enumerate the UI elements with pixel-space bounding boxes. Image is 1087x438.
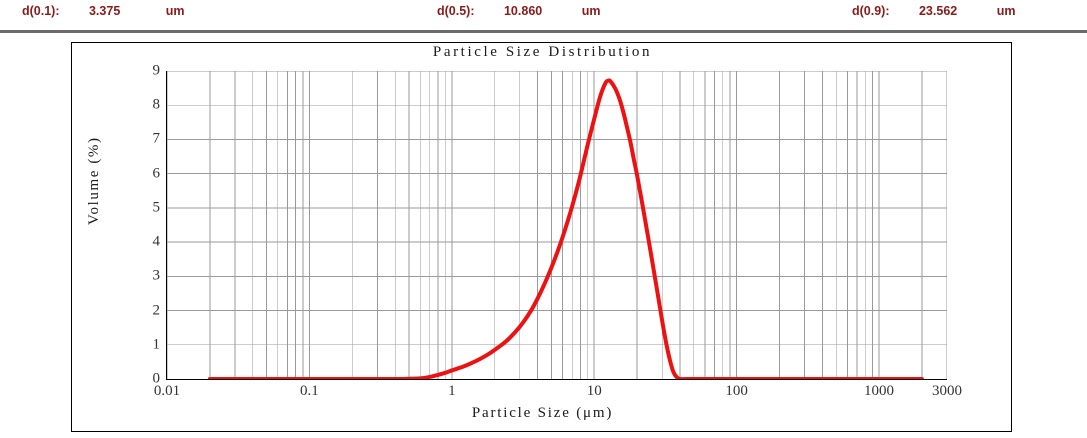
stat-d90-value: 23.562 xyxy=(918,4,958,18)
y-tick-label-1: 1 xyxy=(152,336,161,353)
y-tick-label-8: 8 xyxy=(152,96,161,113)
x-tick-label-0.1: 0.1 xyxy=(300,383,319,399)
y-axis-title: Volume (%) xyxy=(86,136,102,225)
x-tick-label-1: 1 xyxy=(448,383,456,399)
x-tick-label-100: 100 xyxy=(725,383,748,399)
y-tick-label-4: 4 xyxy=(152,233,161,250)
y-tick-label-6: 6 xyxy=(152,165,161,182)
stat-d10-value: 3.375 xyxy=(88,4,121,18)
header-divider xyxy=(0,30,1087,33)
stat-d50: d(0.5): 10.860 um xyxy=(437,4,600,18)
stat-d90-label: d(0.9): xyxy=(852,4,890,18)
stat-d90-unit: um xyxy=(996,4,1016,18)
stat-d10: d(0.1): 3.375 um xyxy=(22,4,185,18)
y-tick-label-0: 0 xyxy=(152,370,161,387)
chart-title: Particle Size Distribution xyxy=(432,44,653,60)
plot-area: 0 1 2 3 4 5 6 7 8 9 0.01 0.1 1 10 100 1000 3000 xyxy=(153,63,963,400)
percentile-stats-row: d(0.1): 3.375 um d(0.5): 10.860 um d(0.9… xyxy=(0,0,1087,28)
y-tick-label-5: 5 xyxy=(152,199,161,216)
stat-d90: d(0.9): 23.562 um xyxy=(852,4,1015,18)
y-tick-label-2: 2 xyxy=(152,302,161,319)
stat-d50-value: 10.860 xyxy=(503,4,543,18)
stat-d50-unit: um xyxy=(581,4,601,18)
chart-gridlines xyxy=(167,71,947,379)
x-tick-label-1000: 1000 xyxy=(864,383,895,399)
chart-frame: Particle Size Distribution Volume (%) 0 1… xyxy=(71,42,1012,432)
y-tick-label-3: 3 xyxy=(152,267,161,284)
stat-d50-label: d(0.5): xyxy=(437,4,475,18)
y-tick-label-7: 7 xyxy=(152,130,161,147)
stat-d10-unit: um xyxy=(165,4,185,18)
stat-d10-label: d(0.1): xyxy=(22,4,60,18)
x-axis-title: Particle Size (μm) xyxy=(471,405,614,421)
x-tick-label-0.01: 0.01 xyxy=(153,383,181,399)
x-tick-label-3000: 3000 xyxy=(932,383,962,399)
y-tick-label-9: 9 xyxy=(152,62,161,79)
x-tick-label-10: 10 xyxy=(586,383,602,399)
